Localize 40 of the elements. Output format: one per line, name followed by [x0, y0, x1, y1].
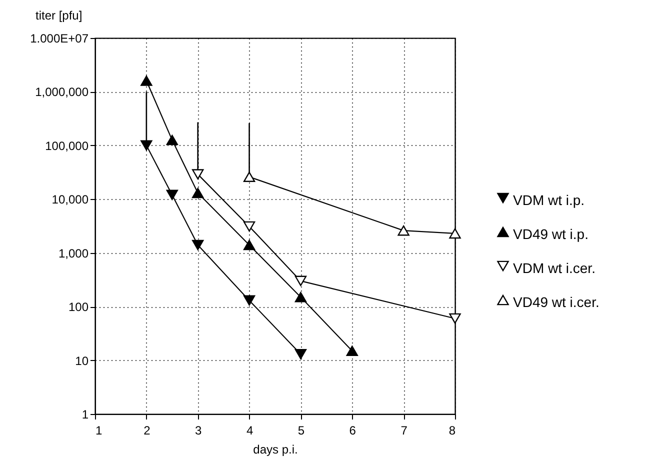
x-tick-label: 2: [144, 424, 151, 438]
point: [243, 295, 256, 306]
legend-label: VDM wt i.cer.: [513, 260, 596, 276]
point: [243, 172, 256, 182]
y-tick-label: 1,000,000: [35, 85, 89, 100]
y-tick-label: 1,000: [58, 246, 89, 260]
point: [140, 140, 152, 151]
point: [449, 313, 461, 324]
y-tick-label: 1.000E+07: [30, 32, 89, 46]
x-tick-label: 7: [400, 424, 408, 438]
x-tick-label: 4: [246, 424, 254, 438]
x-tick-label: 8: [448, 424, 456, 438]
point: [398, 225, 410, 236]
legend-label: VDM wt i.p.: [513, 192, 585, 208]
x-axis-title: days p.i.: [253, 442, 298, 456]
legend-label: VD49 wt i.p.: [513, 226, 588, 242]
x-tick-label: 1: [96, 424, 102, 438]
legend-label: VD49 wt i.cer.: [513, 294, 600, 310]
y-tick-label: 10: [75, 354, 89, 368]
x-tick-label: 6: [349, 424, 356, 438]
point: [192, 188, 204, 198]
y-tick-label: 10,000: [52, 192, 89, 207]
point: [294, 276, 307, 286]
point: [192, 169, 204, 180]
point: [294, 292, 307, 302]
point: [192, 240, 204, 250]
y-tick-label: 100: [68, 300, 89, 314]
point: [243, 221, 256, 232]
y-tick-label: 100,000: [45, 138, 89, 153]
y-tick-label: 1: [82, 408, 89, 422]
y-axis-title: titer [pfu]: [36, 8, 82, 22]
point: [243, 240, 256, 250]
x-tick-label: 5: [298, 424, 305, 438]
x-tick-label: 3: [195, 424, 202, 438]
point: [166, 134, 178, 146]
point: [346, 346, 358, 356]
point: [140, 76, 152, 86]
point: [449, 228, 461, 239]
point: [294, 349, 307, 360]
point: [166, 190, 178, 200]
